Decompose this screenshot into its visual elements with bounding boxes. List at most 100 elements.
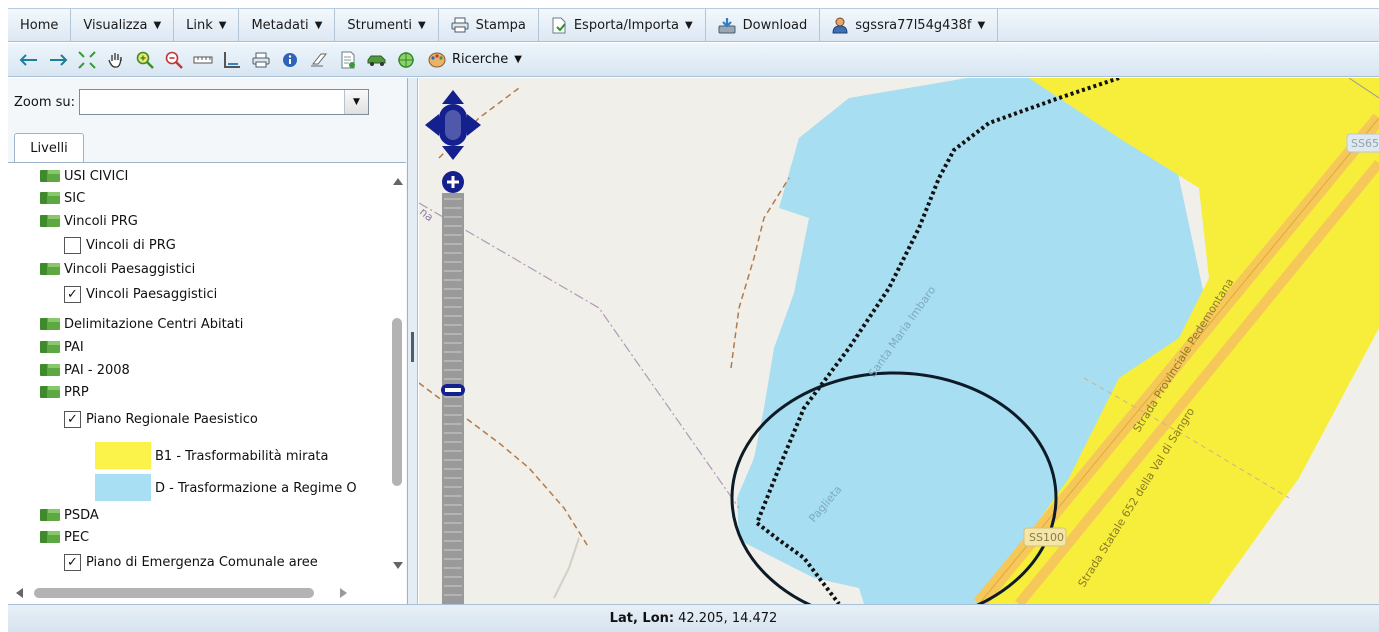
road-edge bbox=[978, 117, 1379, 604]
route-button[interactable] bbox=[362, 47, 391, 73]
locate-button[interactable] bbox=[391, 47, 420, 73]
pan-down-icon[interactable] bbox=[442, 146, 464, 160]
layers-panel: Zoom su: ▼ Livelli USI CIVICI SIC Vincol… bbox=[8, 78, 408, 604]
layer-tree: USI CIVICI SIC Vincoli PRG Vincoli di PR… bbox=[8, 162, 406, 604]
ricerche-menu[interactable]: Ricerche ▼ bbox=[428, 52, 522, 68]
tree-layer-vincoli-di-prg[interactable]: Vincoli di PRG bbox=[64, 234, 176, 256]
export-document-icon bbox=[552, 17, 566, 33]
menu-home-label: Home bbox=[20, 17, 59, 33]
legend-label-d: D - Trasformazione a Regime O bbox=[155, 481, 357, 496]
zoom-in-icon bbox=[136, 51, 154, 69]
admin-boundary bbox=[730, 177, 790, 369]
tree-folder-vincoli-prg[interactable]: Vincoli PRG bbox=[40, 210, 138, 232]
chevron-down-icon: ▼ bbox=[417, 19, 426, 31]
legend-swatch-d bbox=[95, 474, 151, 501]
eraser-icon bbox=[310, 53, 327, 66]
layer-group-icon bbox=[40, 170, 60, 182]
menu-stampa[interactable]: Stampa bbox=[439, 9, 539, 41]
scroll-thumb[interactable] bbox=[34, 588, 314, 598]
tree-folder-prp[interactable]: PRP bbox=[40, 381, 89, 403]
tab-livelli[interactable]: Livelli bbox=[14, 133, 84, 163]
eraser-button[interactable] bbox=[304, 47, 333, 73]
menu-link-label: Link bbox=[186, 17, 213, 33]
tree-horizontal-scrollbar[interactable] bbox=[8, 584, 389, 602]
zoom-in-button[interactable] bbox=[130, 47, 159, 73]
tree-layer-vincoli-paesaggistici[interactable]: ✓ Vincoli Paesaggistici bbox=[64, 283, 217, 305]
pan-right-icon[interactable] bbox=[467, 114, 481, 136]
scroll-thumb[interactable] bbox=[392, 318, 402, 486]
print-map-button[interactable] bbox=[246, 47, 275, 73]
menu-home[interactable]: Home bbox=[8, 9, 72, 41]
menu-link[interactable]: Link ▼ bbox=[174, 9, 240, 41]
printer-icon bbox=[451, 17, 469, 33]
info-icon bbox=[282, 52, 297, 67]
tree-label: Piano Regionale Paesistico bbox=[86, 411, 258, 427]
back-button[interactable] bbox=[14, 47, 43, 73]
tree-folder-pec[interactable]: PEC bbox=[40, 526, 89, 548]
layer-checkbox[interactable]: ✓ bbox=[64, 285, 81, 303]
forward-button[interactable] bbox=[43, 47, 72, 73]
pan-left-icon[interactable] bbox=[425, 114, 439, 136]
tree-folder-psda[interactable]: PSDA bbox=[40, 504, 99, 526]
map-canvas[interactable]: na Santa Maria Imbaro Paglieta Strada Pr… bbox=[419, 78, 1379, 604]
scroll-down-icon[interactable] bbox=[393, 562, 403, 569]
tree-folder-pai[interactable]: PAI bbox=[40, 336, 84, 358]
menu-strumenti-label: Strumenti bbox=[347, 17, 412, 33]
layer-group-icon bbox=[40, 531, 60, 543]
menu-download[interactable]: Download bbox=[706, 9, 821, 41]
tree-label: Vincoli di PRG bbox=[86, 237, 176, 253]
scroll-left-icon[interactable] bbox=[16, 588, 23, 598]
menu-stampa-label: Stampa bbox=[475, 17, 526, 33]
menu-visualizza[interactable]: Visualizza ▼ bbox=[71, 9, 175, 41]
pan-up-icon[interactable] bbox=[442, 90, 464, 104]
dropdown-arrow-icon[interactable]: ▼ bbox=[344, 90, 369, 114]
chevron-down-icon: ▼ bbox=[218, 19, 227, 31]
pan-hand-icon bbox=[107, 52, 122, 68]
tree-vertical-scrollbar[interactable] bbox=[389, 168, 406, 576]
map-view[interactable]: na Santa Maria Imbaro Paglieta Strada Pr… bbox=[419, 78, 1379, 604]
info-button[interactable] bbox=[275, 47, 304, 73]
zoom-out-button[interactable] bbox=[159, 47, 188, 73]
zoom-slider[interactable] bbox=[441, 171, 465, 604]
zoom-su-select[interactable]: ▼ bbox=[79, 89, 370, 115]
zoom-extent-icon bbox=[77, 50, 96, 69]
legend-swatch-b1 bbox=[95, 442, 151, 469]
tree-folder-sic[interactable]: SIC bbox=[40, 187, 85, 209]
layer-checkbox[interactable]: ✓ bbox=[64, 553, 81, 571]
tree-label: Vincoli PRG bbox=[64, 213, 138, 229]
tree-folder-vincoli-paesaggistici[interactable]: Vincoli Paesaggistici bbox=[40, 258, 195, 280]
measure-length-button[interactable] bbox=[188, 47, 217, 73]
layer-group-icon bbox=[40, 263, 60, 275]
scroll-up-icon[interactable] bbox=[393, 178, 403, 185]
arrow-left-icon bbox=[19, 53, 37, 66]
tree-label: PSDA bbox=[64, 507, 99, 523]
document-button[interactable] bbox=[333, 47, 362, 73]
zoom-bar-track[interactable] bbox=[442, 193, 464, 604]
tree-layer-piano-emergenza[interactable]: ✓ Piano di Emergenza Comunale aree bbox=[64, 551, 318, 573]
pan-control[interactable] bbox=[425, 90, 481, 160]
legend-label-b1: B1 - Trasformabilità mirata bbox=[155, 449, 329, 464]
chevron-down-icon: ▼ bbox=[514, 54, 522, 65]
tree-folder-pai-2008[interactable]: PAI - 2008 bbox=[40, 359, 130, 381]
scroll-right-icon[interactable] bbox=[340, 588, 347, 598]
tree-label: USI CIVICI bbox=[64, 168, 129, 184]
measure-area-button[interactable] bbox=[217, 47, 246, 73]
tree-folder-usi-civici[interactable]: USI CIVICI bbox=[40, 165, 128, 187]
pan-button[interactable] bbox=[101, 47, 130, 73]
zoom-extent-button[interactable] bbox=[72, 47, 101, 73]
menu-download-label: Download bbox=[742, 17, 808, 33]
splitter-grip[interactable] bbox=[411, 332, 414, 362]
layer-checkbox[interactable] bbox=[64, 236, 81, 254]
layer-checkbox[interactable]: ✓ bbox=[64, 410, 81, 428]
menu-esporta-importa[interactable]: Esporta/Importa ▼ bbox=[539, 9, 706, 41]
menu-metadati[interactable]: Metadati ▼ bbox=[239, 9, 336, 41]
menu-user[interactable]: sgssra77l54g438f ▼ bbox=[820, 9, 999, 41]
menu-strumenti[interactable]: Strumenti ▼ bbox=[335, 9, 439, 41]
panel-splitter[interactable] bbox=[408, 78, 418, 604]
coords-value: 42.205, 14.472 bbox=[678, 611, 778, 626]
minor-road bbox=[553, 537, 580, 599]
measure-ruler-icon bbox=[193, 56, 212, 63]
tree-layer-piano-regionale-paesistico[interactable]: ✓ Piano Regionale Paesistico bbox=[64, 408, 258, 430]
tree-folder-centri-abitati[interactable]: Delimitazione Centri Abitati bbox=[40, 313, 243, 335]
zoom-su-row: Zoom su: ▼ bbox=[14, 89, 370, 115]
